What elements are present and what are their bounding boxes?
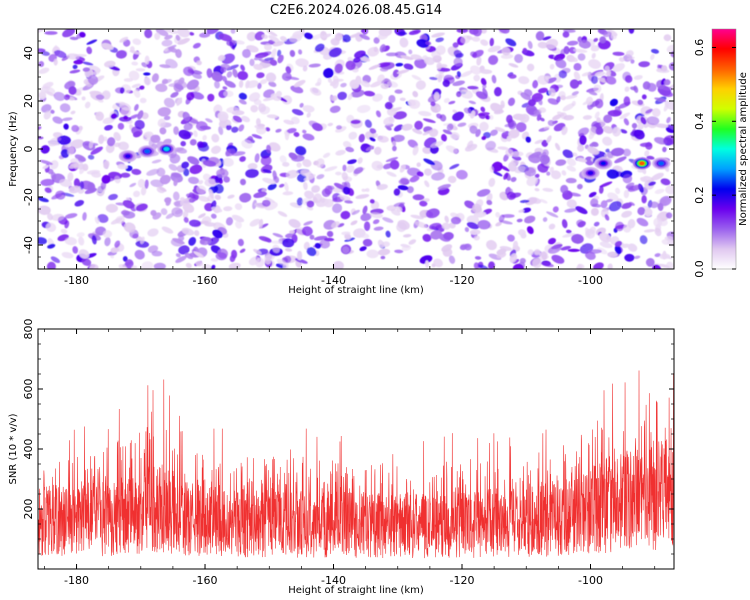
colorbar: 0.0 0.2 0.4 0.6 Normalized spectral amplitu… [693,28,749,278]
heatmap-peak [163,146,170,152]
heatmap-panel: -180 -160 -140 -120 -100 -40 -20 0 20 40 Height o… [8,28,675,296]
colorbar-tick-label: 0.6 [693,39,706,57]
y-tick-label: 200 [22,499,35,520]
colorbar-tick-label: 0.2 [693,186,706,204]
y-tick-label: 400 [22,439,35,460]
x-tick-label: -140 [321,274,346,287]
x-tick-label: -160 [193,274,218,287]
x-tick-label: -180 [64,574,89,587]
x-tick-label: -120 [450,574,475,587]
heatmap-peak [144,149,151,154]
colorbar-label: Normalized spectral amplitude [738,72,749,226]
heatmap-peak [124,154,131,159]
x-tick-label: -100 [578,574,603,587]
y-tick-label: 800 [22,319,35,340]
colorbar-frame [711,28,737,270]
x-tick-label: -180 [64,274,89,287]
heatmap-peak [600,161,607,166]
colorbar-tick-label: 0.4 [693,113,706,131]
x-tick-label: -120 [450,274,475,287]
y-tick-label: -40 [22,236,35,254]
snr-series-line [38,370,674,559]
snr-panel: -180 -160 -140 -120 -100 200 400 600 800 Height … [8,319,675,596]
x-tick-label: -140 [321,574,346,587]
chart-title: C2E6.2024.026.08.45.G14 [270,3,442,18]
y-tick-label: 40 [22,46,35,60]
heatmap-y-label: Frequency (Hz) [8,111,19,187]
x-tick-label: -160 [193,574,218,587]
colorbar-tick-label: 0.0 [693,260,706,278]
y-tick-label: 20 [22,94,35,108]
x-tick-label: -100 [578,274,603,287]
colorbar-gradient [712,29,736,269]
y-tick-label: 0 [22,146,35,153]
heatmap-x-label: Height of straight line (km) [288,285,424,296]
snr-x-label: Height of straight line (km) [288,585,424,596]
snr-y-label: SNR (10 * v/v) [8,413,19,484]
heatmap-peak [587,170,594,176]
heatmap-peak [658,161,665,166]
y-tick-label: 600 [22,379,35,400]
y-tick-label: -20 [22,188,35,206]
heatmap-peak [638,161,645,166]
